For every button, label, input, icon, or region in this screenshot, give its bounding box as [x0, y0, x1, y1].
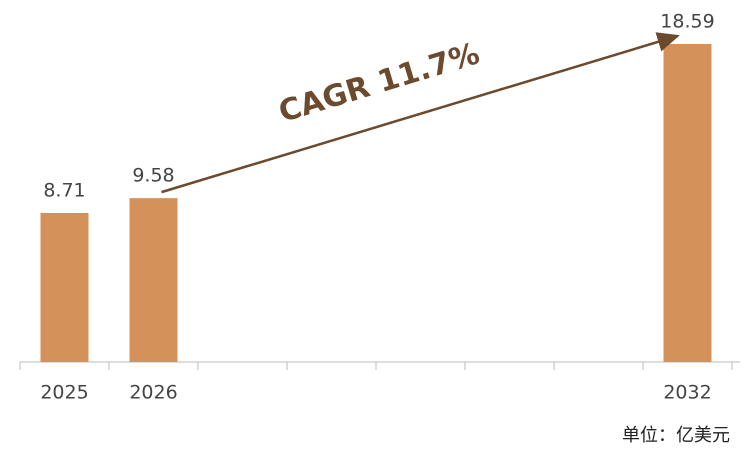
bar [129, 198, 178, 362]
bar [663, 44, 712, 362]
x-tick-label: 2025 [40, 382, 88, 404]
x-tick-label: 2032 [663, 382, 711, 404]
value-label: 8.71 [43, 180, 85, 202]
x-tick-label: 2026 [129, 382, 177, 404]
cagr-label: CAGR 11.7% [275, 36, 484, 130]
unit-label: 单位：亿美元 [622, 425, 730, 446]
value-label: 18.59 [660, 11, 714, 33]
bar [40, 213, 89, 362]
cagr-arrow [161, 32, 680, 194]
value-label: 9.58 [132, 165, 174, 187]
